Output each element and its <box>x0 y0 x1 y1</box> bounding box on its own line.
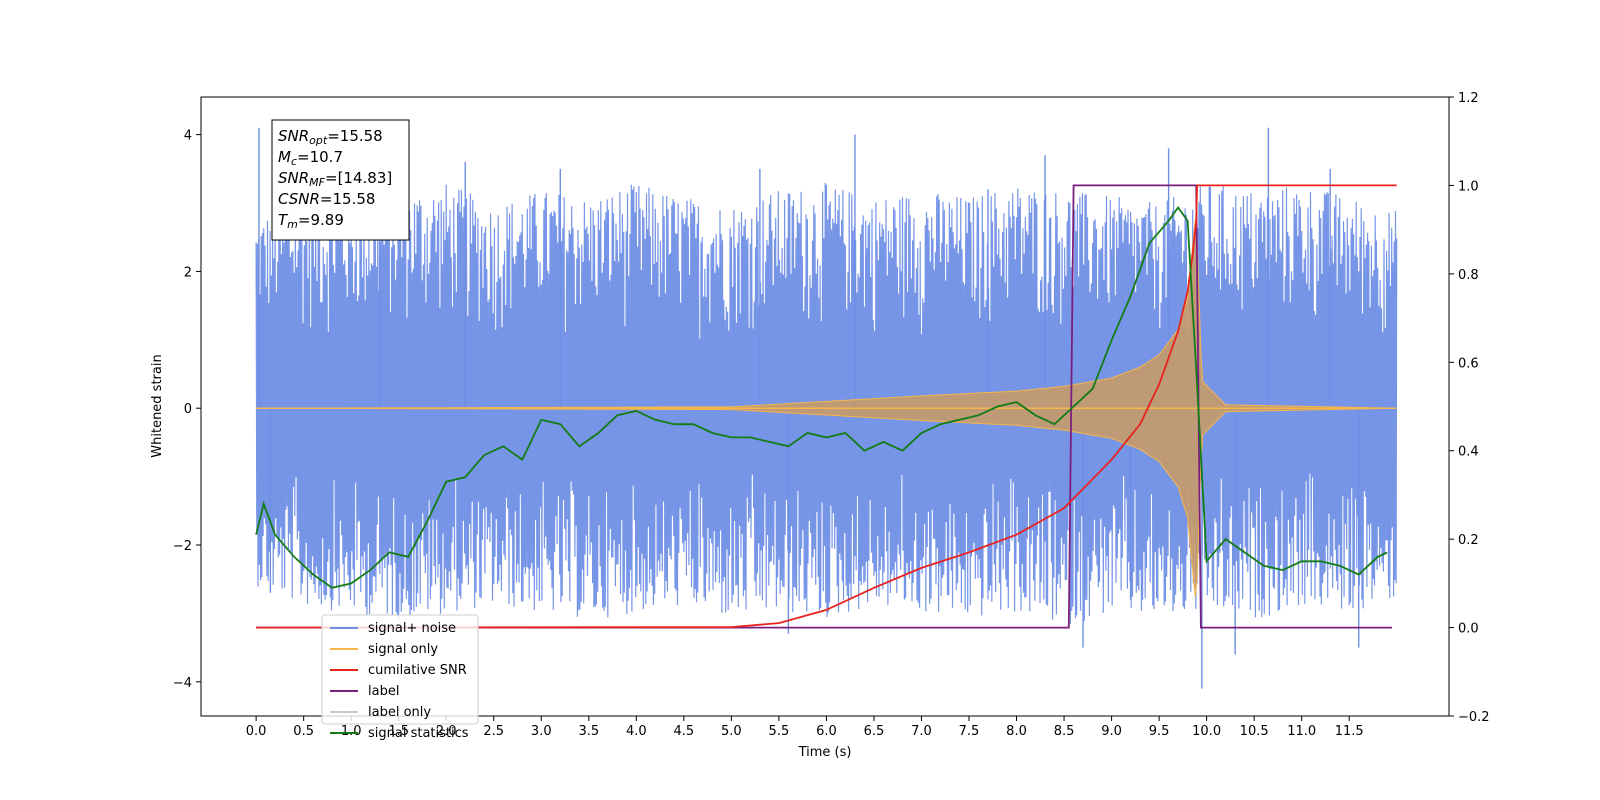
legend-frame <box>321 614 479 725</box>
series-label <box>256 184 1392 629</box>
x-tick-label: 0.0 <box>246 724 267 739</box>
y2-tick-label: 0.0 <box>1458 622 1479 637</box>
x-tick-label: 7.5 <box>959 724 980 739</box>
series-signal-noise <box>255 182 1398 624</box>
info-box-frame <box>271 119 410 241</box>
x-tick-label: 3.5 <box>578 724 599 739</box>
y2-tick-label: −0.2 <box>1458 710 1490 725</box>
y-axis-label: Whitened strain <box>150 354 165 457</box>
info-line: CSNR=15.58 <box>278 190 375 208</box>
y2-tick-label: 0.6 <box>1458 356 1479 371</box>
info-line: Mc=10.7 <box>278 148 343 168</box>
y2-tick-label: 0.8 <box>1458 268 1479 283</box>
y-tick-label: −4 <box>173 676 192 691</box>
x-tick-label: 4.0 <box>626 724 647 739</box>
x-tick-label: 10.0 <box>1192 724 1221 739</box>
info-line: SNRopt=15.58 <box>278 127 383 147</box>
x-tick-label: 11.5 <box>1335 724 1364 739</box>
legend-label: signal statistics <box>368 726 469 741</box>
x-tick-label: 2.5 <box>483 724 504 739</box>
y-axis-left: −4 −2 0 2 4 <box>173 129 201 691</box>
x-tick-label: 3.0 <box>531 724 552 739</box>
y2-tick-label: 0.4 <box>1458 445 1479 460</box>
info-box: SNRopt=15.58Mc=10.7SNRMF=[14.83]CSNR=15.… <box>271 119 410 241</box>
plot-frame <box>200 96 1450 717</box>
legend-label: cumilative SNR <box>368 663 467 678</box>
y-tick-label: 2 <box>184 265 192 280</box>
series-layer <box>255 127 1398 689</box>
y2-tick-label: 1.2 <box>1458 91 1479 106</box>
x-tick-label: 1.5 <box>388 724 409 739</box>
x-tick-label: 5.0 <box>721 724 742 739</box>
x-tick-label: 10.5 <box>1240 724 1269 739</box>
x-axis-label: Time (s) <box>798 745 852 760</box>
y-axis-right: −0.2 0.0 0.2 0.4 0.6 0.8 1.0 1.2 <box>1449 91 1490 725</box>
x-axis: 0.0 0.5 1.0 1.5 2.0 2.5 3.0 3.5 4.0 4.5 5.0 5.5 6.0 6… <box>246 716 1364 739</box>
x-tick-label: 8.0 <box>1006 724 1027 739</box>
x-tick-label: 5.5 <box>769 724 790 739</box>
legend-label: signal only <box>368 642 438 657</box>
y-tick-label: 0 <box>184 402 192 417</box>
legend-label: label only <box>368 705 431 720</box>
y-tick-label: −2 <box>173 539 192 554</box>
x-tick-label: 4.5 <box>674 724 695 739</box>
x-tick-label: 1.0 <box>341 724 362 739</box>
x-tick-label: 0.5 <box>293 724 314 739</box>
x-tick-label: 6.5 <box>864 724 885 739</box>
x-tick-label: 6.0 <box>816 724 837 739</box>
legend: signal+ noise signal only cumilative SNR la… <box>321 614 479 741</box>
x-tick-label: 2.0 <box>436 724 457 739</box>
legend-label: signal+ noise <box>368 621 456 636</box>
x-tick-label: 11.0 <box>1287 724 1316 739</box>
info-line: Tm=9.89 <box>278 211 344 231</box>
x-tick-label: 8.5 <box>1054 724 1075 739</box>
y-tick-label: 4 <box>184 129 192 144</box>
legend-label: label <box>368 684 399 699</box>
series-cumilative-snr <box>256 184 1397 629</box>
y2-tick-label: 1.0 <box>1458 179 1479 194</box>
x-tick-label: 7.0 <box>911 724 932 739</box>
x-tick-label: 9.0 <box>1101 724 1122 739</box>
series-signal-statistics <box>255 205 1388 589</box>
info-line: SNRMF=[14.83] <box>278 169 392 189</box>
x-tick-label: 9.5 <box>1149 724 1170 739</box>
y2-tick-label: 0.2 <box>1458 533 1479 548</box>
